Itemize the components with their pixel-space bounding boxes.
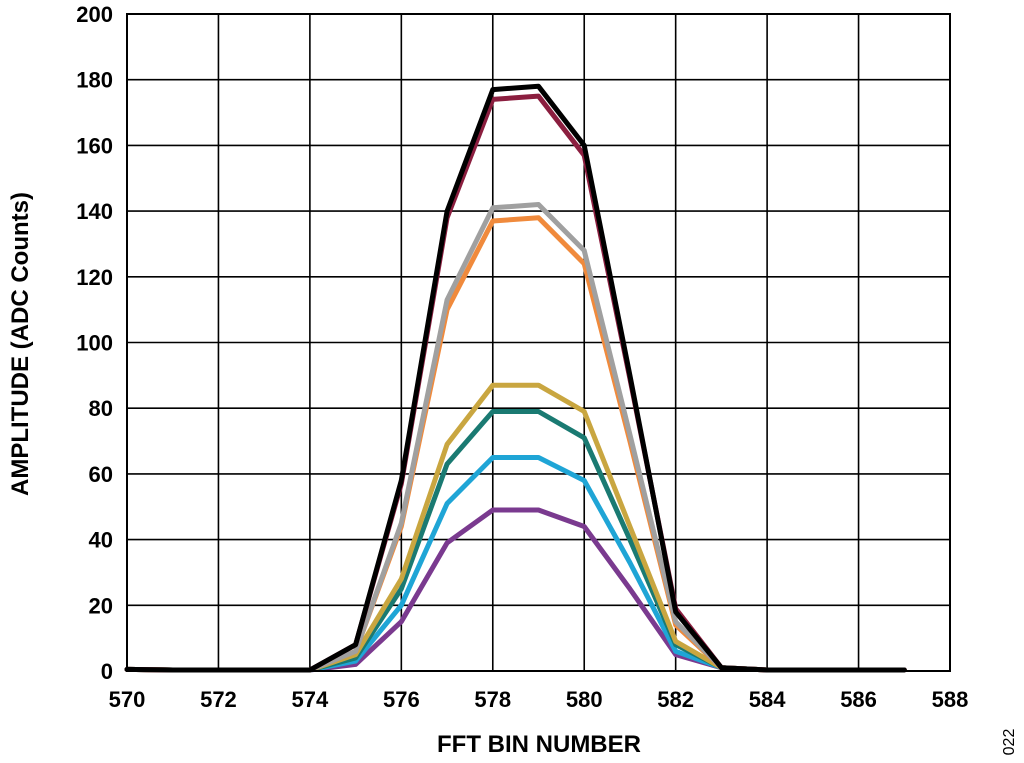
y-tick-label: 140 — [76, 199, 113, 224]
series-line-1 — [124, 83, 907, 673]
y-tick-label: 120 — [76, 265, 113, 290]
y-tick-label: 20 — [89, 593, 113, 618]
y-tick-label: 200 — [76, 2, 113, 27]
y-tick-label: 160 — [76, 133, 113, 158]
y-tick-label: 100 — [76, 331, 113, 356]
y-tick-label: 60 — [89, 462, 113, 487]
y-tick-label: 40 — [89, 528, 113, 553]
y-tick-label: 180 — [76, 68, 113, 93]
series-line-5 — [124, 382, 907, 673]
x-axis-label: FFT BIN NUMBER — [437, 731, 641, 758]
series-line-7 — [124, 455, 907, 673]
y-tick-labels: 0 20 40 60 80 100 120 140 160 180 200 — [76, 2, 113, 684]
y-tick-label: 80 — [89, 396, 113, 421]
grid — [126, 13, 951, 672]
x-tick-label: 570 — [109, 687, 146, 712]
x-tick-label: 584 — [749, 687, 786, 712]
x-tick-label: 578 — [474, 687, 511, 712]
series-line-3 — [124, 202, 907, 673]
x-tick-label: 574 — [292, 687, 329, 712]
y-tick-label: 0 — [101, 659, 113, 684]
x-tick-label: 572 — [200, 687, 237, 712]
x-tick-label: 582 — [657, 687, 694, 712]
series-group — [124, 83, 907, 673]
series-line-8 — [124, 507, 907, 673]
x-tick-labels: 570 572 574 576 578 580 582 584 586 588 — [109, 687, 969, 712]
x-tick-label: 580 — [566, 687, 603, 712]
plot-frame — [126, 13, 951, 672]
figure-id: 022 — [1001, 729, 1018, 756]
y-axis-label: AMPLITUDE (ADC Counts) — [7, 192, 34, 496]
series-line-6 — [124, 409, 907, 673]
x-tick-label: 576 — [383, 687, 420, 712]
x-tick-label: 586 — [840, 687, 877, 712]
x-tick-label: 588 — [932, 687, 969, 712]
series-line-4 — [124, 215, 907, 673]
